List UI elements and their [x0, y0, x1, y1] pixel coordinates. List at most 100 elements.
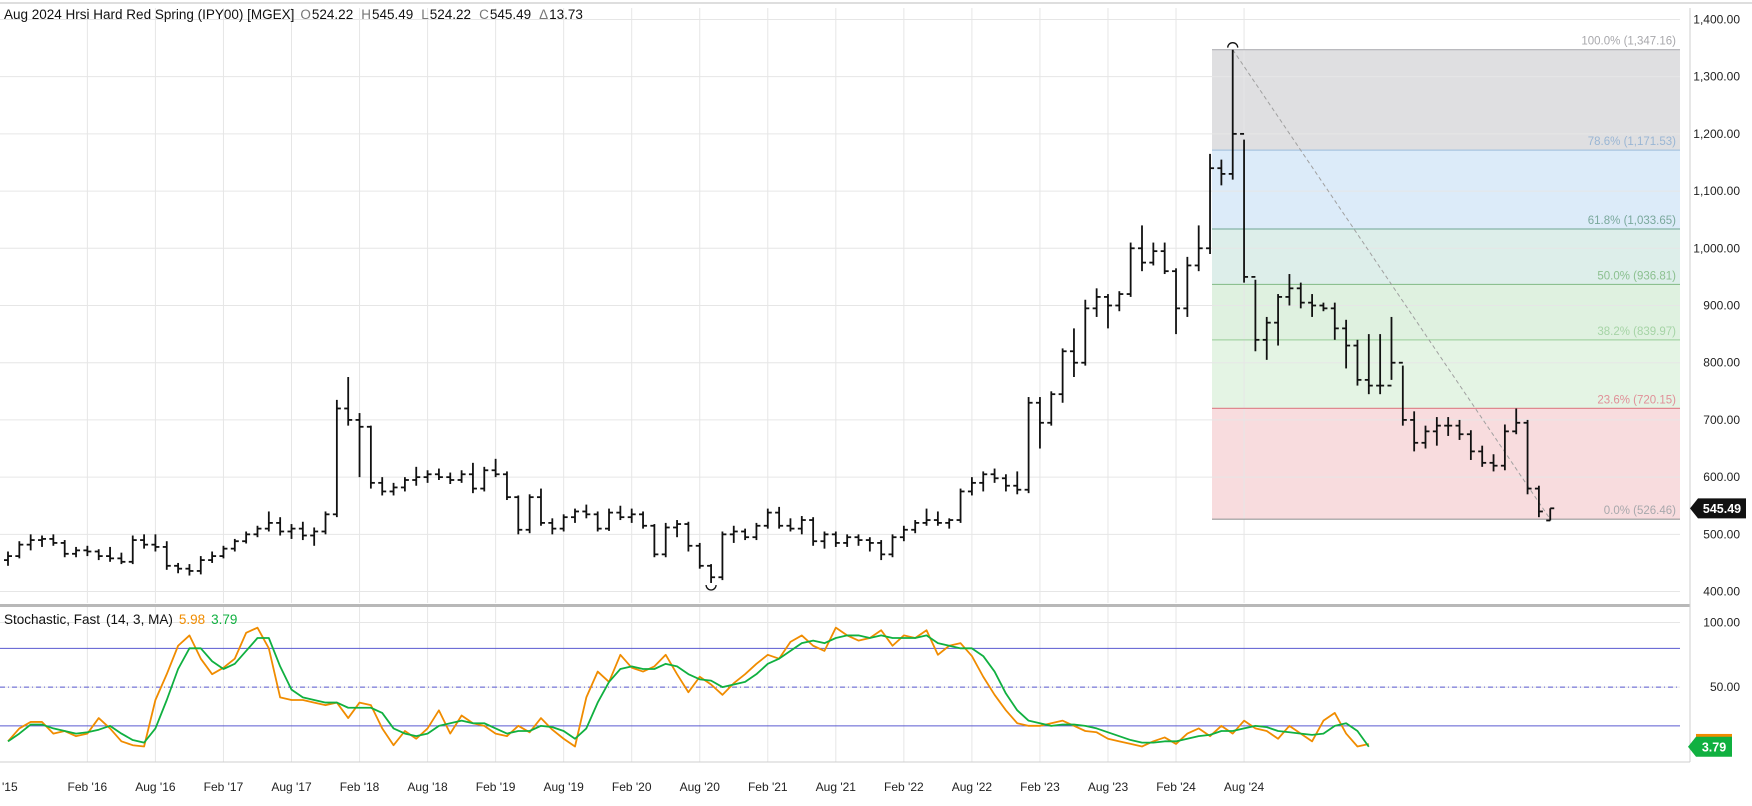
time-tick-label: Aug '21 — [816, 780, 857, 794]
time-tick-label: Aug '18 — [407, 780, 448, 794]
price-bar — [763, 508, 772, 529]
stochastic-params: (14, 3, MA) — [106, 612, 173, 627]
price-bar — [514, 495, 523, 535]
price-bar — [468, 462, 477, 494]
price-bar — [106, 546, 115, 562]
price-bar — [83, 545, 92, 557]
price-bar — [49, 534, 58, 546]
price-bar — [287, 524, 296, 539]
price-bar — [536, 488, 545, 526]
stochastic-k-value: 5.98 — [179, 612, 205, 627]
time-tick-label: Aug '17 — [271, 780, 312, 794]
stoch-series-k — [7, 626, 1369, 748]
price-bar — [38, 535, 47, 547]
price-bar — [1296, 282, 1305, 309]
fib-zone — [1212, 150, 1680, 230]
price-bar — [60, 540, 69, 558]
price-bar — [1421, 425, 1430, 449]
price-bar — [355, 413, 364, 478]
price-bar — [820, 531, 829, 549]
price-bar — [548, 518, 557, 535]
stoch-tick-label: 100.00 — [1703, 616, 1740, 630]
price-tick-label: 1,300.00 — [1693, 70, 1740, 84]
price-bar — [752, 522, 761, 541]
time-tick-label: Feb '16 — [68, 780, 108, 794]
price-bar — [797, 516, 806, 535]
price-bar — [1319, 302, 1328, 312]
time-tick-label: Feb '23 — [1020, 780, 1060, 794]
price-bar — [922, 508, 931, 526]
price-tick-label: 1,400.00 — [1693, 12, 1740, 26]
price-bar — [310, 527, 319, 546]
price-bar — [1262, 316, 1271, 360]
price-bar — [593, 511, 602, 532]
price-bar — [1240, 132, 1249, 283]
price-bar — [1126, 242, 1135, 297]
fib-level-label: 38.2% (839.97) — [1597, 326, 1676, 338]
price-bar — [1500, 424, 1509, 471]
price-bar — [1455, 419, 1464, 440]
price-bar — [117, 552, 126, 565]
price-tick-label: 1,000.00 — [1693, 241, 1740, 255]
price-bar — [1013, 471, 1022, 495]
price-bar — [1228, 49, 1237, 180]
fibonacci-zones — [1212, 49, 1680, 520]
time-tick-label: Feb '21 — [748, 780, 788, 794]
price-bar — [956, 488, 965, 523]
price-bar — [1138, 225, 1146, 272]
price-bar — [1478, 445, 1487, 467]
price-bar — [321, 511, 330, 535]
price-bar — [967, 477, 976, 496]
fib-level-label: 23.6% (720.15) — [1597, 394, 1676, 406]
price-bar — [434, 468, 443, 480]
price-bar — [151, 534, 160, 552]
price-bar — [140, 534, 149, 549]
price-bar — [888, 534, 897, 558]
price-bar — [423, 470, 432, 483]
price-bar — [1251, 275, 1260, 352]
price-bar — [559, 514, 568, 532]
stoch-d-badge: 3.79 — [1688, 736, 1732, 757]
time-tick-label: Feb '22 — [884, 780, 924, 794]
price-bar — [945, 518, 954, 529]
ohlc-value: 545.49 — [490, 7, 531, 22]
ohlc-key: L — [421, 7, 429, 22]
price-tick-label: 700.00 — [1703, 413, 1740, 427]
price-bar — [1058, 348, 1067, 403]
price-tick-label: 600.00 — [1703, 470, 1740, 484]
fib-zone — [1212, 49, 1680, 151]
price-bar — [1285, 274, 1294, 306]
price-bar — [1069, 328, 1078, 378]
swing-low-marker — [705, 584, 717, 591]
price-bar — [1523, 419, 1532, 495]
time-tick-label: Aug '23 — [1088, 780, 1129, 794]
price-bar — [1308, 294, 1317, 317]
price-bar — [1364, 334, 1373, 395]
ohlc-value: 13.73 — [549, 7, 583, 22]
price-bar — [457, 470, 466, 483]
price-bar — [1081, 299, 1090, 366]
price-bar — [219, 545, 228, 559]
price-bar — [1194, 225, 1203, 272]
price-bar — [933, 511, 942, 526]
price-bar — [786, 518, 795, 532]
time-tick-label: Feb '17 — [204, 780, 244, 794]
time-tick-label: Feb '18 — [340, 780, 380, 794]
ohlc-key: O — [300, 7, 311, 22]
time-tick-label: Aug '16 — [135, 780, 176, 794]
price-bar — [196, 556, 205, 575]
price-bar — [673, 520, 682, 538]
ohlc-key: H — [361, 7, 371, 22]
price-bar — [344, 377, 353, 426]
price-bar — [1512, 408, 1521, 435]
price-bar — [741, 528, 750, 541]
price-bar — [128, 535, 137, 565]
fib-level-label: 61.8% (1,033.65) — [1588, 215, 1676, 227]
price-bar — [1330, 302, 1339, 340]
fib-level-label: 0.0% (526.46) — [1604, 505, 1676, 517]
ohlc-key: C — [479, 7, 489, 22]
price-bar — [775, 506, 784, 529]
price-bar — [911, 520, 920, 534]
